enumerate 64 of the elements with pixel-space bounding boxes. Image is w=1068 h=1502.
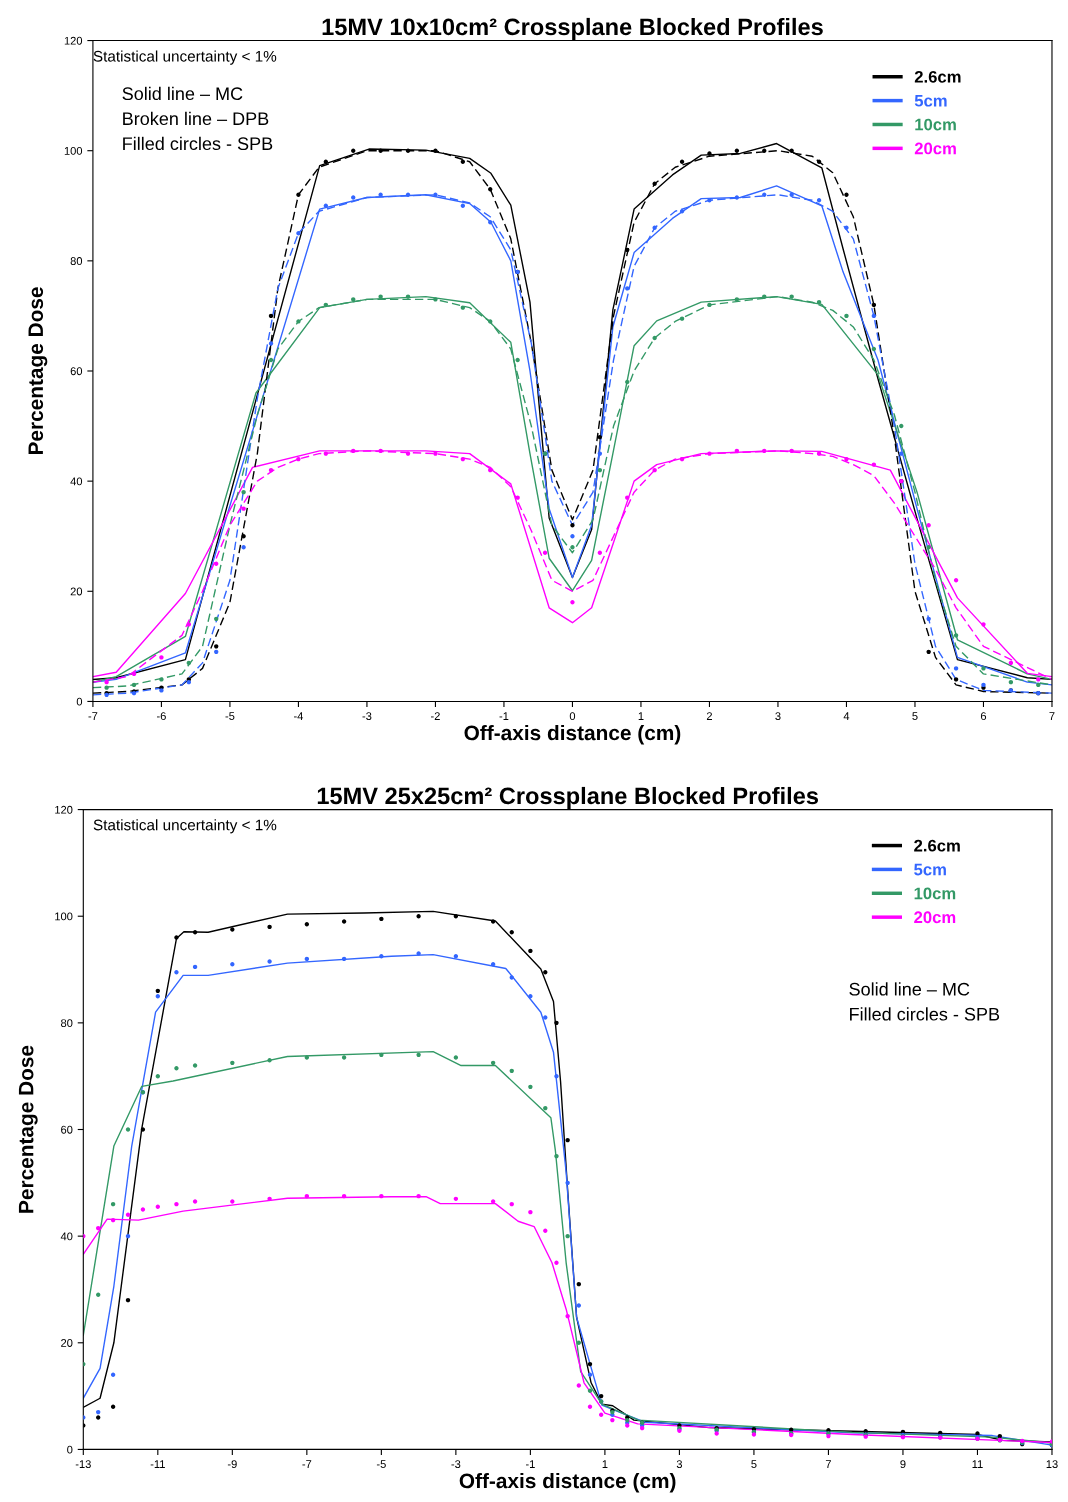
x-tick-label: -7 xyxy=(302,1460,312,1468)
x-tick-label: 5 xyxy=(912,712,918,721)
x-axis-title: Off-axis distance (cm) xyxy=(459,1472,676,1493)
annotation: Statistical uncertainty < 1% xyxy=(93,50,277,65)
x-tick-label: -6 xyxy=(156,712,166,721)
y-tick-label: 120 xyxy=(55,805,73,814)
x-tick-label: 11 xyxy=(972,1460,983,1468)
y-tick-label: 40 xyxy=(60,1232,73,1241)
x-tick-label: 2 xyxy=(706,712,712,720)
x-tick-label: -3 xyxy=(362,712,372,721)
y-tick-label: 20 xyxy=(70,587,83,596)
x-tick-label: -3 xyxy=(451,1460,461,1469)
x-tick-label: 7 xyxy=(1049,712,1055,720)
x-tick-label: 5 xyxy=(751,1460,757,1469)
legend-label: 20cm xyxy=(914,142,956,155)
legend-label: 10cm xyxy=(914,887,956,900)
legend-label: 2.6cm xyxy=(914,70,961,83)
x-tick-label: 3 xyxy=(775,712,781,721)
x-tick-label: -5 xyxy=(225,712,235,721)
x-tick-label: -11 xyxy=(150,1460,165,1468)
y-tick-label: 0 xyxy=(67,1445,73,1454)
y-tick-label: 60 xyxy=(61,1125,73,1134)
chart-title: 15MV 10x10cm² Crossplane Blocked Profiles xyxy=(322,17,823,40)
legend-label: 5cm xyxy=(914,94,947,107)
x-tick-label: 1 xyxy=(638,712,644,720)
annotation: Broken line – DPB xyxy=(123,111,269,126)
x-tick-label: -13 xyxy=(75,1460,91,1469)
annotation: Filled circles - SPB xyxy=(850,1007,1000,1021)
annotation: Statistical uncertainty < 1% xyxy=(93,819,277,834)
x-tick-label: 4 xyxy=(843,712,850,720)
chart-title: 15MV 25x25cm² Crossplane Blocked Profiles xyxy=(317,786,818,809)
x-tick-label: -1 xyxy=(499,712,509,720)
x-tick-label: 7 xyxy=(825,1460,831,1468)
x-tick-label: -9 xyxy=(227,1460,237,1469)
legend-label: 5cm xyxy=(914,863,946,876)
legend-label: 20cm xyxy=(914,911,956,924)
x-tick-label: -7 xyxy=(88,712,98,720)
x-tick-label: 9 xyxy=(900,1460,906,1469)
x-tick-label: -5 xyxy=(376,1460,386,1469)
annotation: Solid line – MC xyxy=(849,982,970,996)
y-tick-label: 20 xyxy=(61,1339,73,1347)
y-tick-label: 100 xyxy=(55,912,73,921)
legend-label: 2.6cm xyxy=(914,839,960,852)
y-tick-label: 80 xyxy=(70,257,83,265)
x-axis-title: Off-axis distance (cm) xyxy=(464,724,681,745)
y-tick-label: 120 xyxy=(64,36,83,45)
y-tick-label: 80 xyxy=(61,1019,73,1027)
y-axis-title: Percentage Dose xyxy=(18,1045,38,1213)
x-tick-label: -4 xyxy=(293,712,304,720)
annotation: Solid line – MC xyxy=(122,86,243,101)
y-tick-label: 40 xyxy=(70,477,83,486)
x-tick-label: -1 xyxy=(525,1460,535,1468)
x-tick-label: 0 xyxy=(569,712,576,721)
y-tick-label: 60 xyxy=(70,367,83,376)
annotation: Filled circles - SPB xyxy=(123,136,273,151)
y-tick-label: 0 xyxy=(76,697,83,706)
y-axis-title: Percentage Dose xyxy=(28,287,48,455)
x-tick-label: 6 xyxy=(980,712,987,721)
x-tick-label: 3 xyxy=(676,1460,683,1469)
x-tick-label: 1 xyxy=(602,1460,608,1468)
y-tick-label: 100 xyxy=(64,146,83,155)
legend-label: 10cm xyxy=(915,118,956,131)
x-tick-label: -2 xyxy=(430,712,440,720)
x-tick-label: 13 xyxy=(1046,1460,1058,1469)
